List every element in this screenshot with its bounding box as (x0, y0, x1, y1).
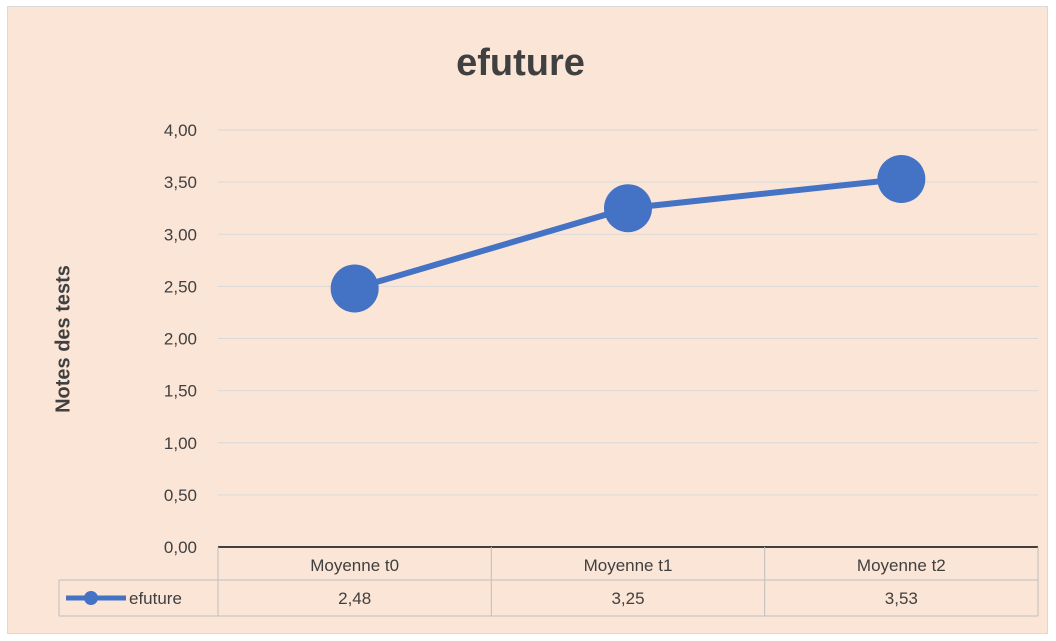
y-tick-label: 0,00 (164, 538, 197, 557)
y-tick-label: 2,00 (164, 330, 197, 349)
data-point (330, 264, 379, 313)
legend-label: efuture (129, 589, 182, 608)
data-point (604, 184, 652, 233)
y-tick-label: 0,50 (164, 486, 197, 505)
y-tick-label: 3,00 (164, 225, 197, 244)
y-tick-label: 3,50 (164, 173, 197, 192)
y-tick-label: 1,50 (164, 382, 197, 401)
y-tick-label: 4,00 (164, 121, 197, 140)
y-tick-label: 2,50 (164, 277, 197, 296)
x-tick-label: Moyenne t2 (857, 556, 946, 575)
chart-title: efuture (456, 42, 585, 84)
y-tick-label: 1,00 (164, 434, 197, 453)
x-tick-label: Moyenne t0 (310, 556, 399, 575)
legend-marker (84, 591, 98, 605)
x-tick-label: Moyenne t1 (584, 556, 673, 575)
chart-area (7, 6, 1048, 634)
data-point (877, 154, 926, 203)
data-table-value: 3,53 (885, 589, 918, 608)
data-table-value: 2,48 (338, 589, 371, 608)
data-table-value: 3,25 (611, 589, 644, 608)
